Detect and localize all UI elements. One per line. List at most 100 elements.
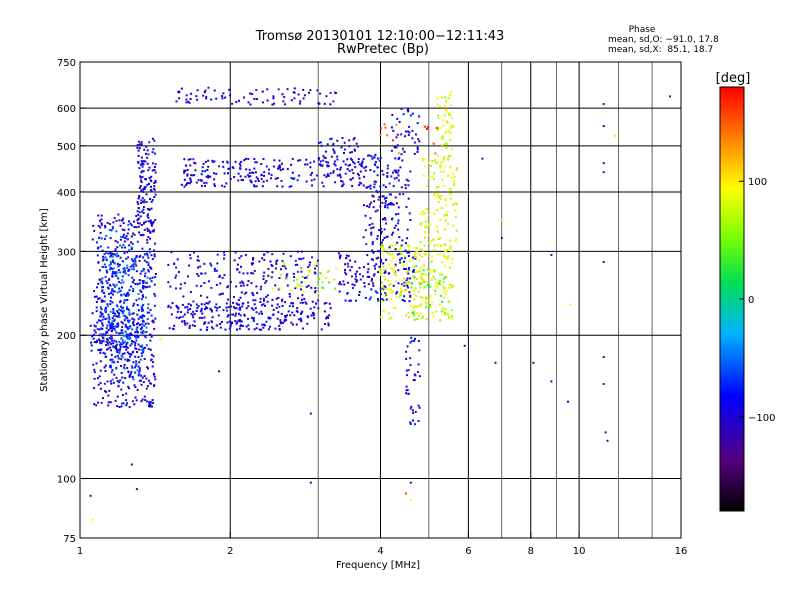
data-point [134, 386, 137, 389]
data-point [259, 288, 262, 291]
data-point [293, 97, 296, 100]
data-point [112, 360, 115, 363]
data-point [373, 156, 376, 159]
data-point [446, 256, 449, 259]
data-point [393, 268, 395, 271]
data-point [153, 181, 156, 184]
data-point [279, 321, 282, 323]
data-point [405, 392, 408, 395]
data-point [260, 328, 263, 331]
data-point [290, 99, 293, 102]
data-point [100, 342, 103, 345]
data-point [247, 174, 250, 177]
data-point [151, 199, 154, 201]
data-point [432, 142, 435, 145]
data-point [445, 100, 447, 103]
data-point [386, 206, 389, 209]
data-point [196, 98, 199, 101]
data-point [435, 161, 437, 164]
data-point [398, 193, 401, 196]
data-point [114, 399, 117, 402]
data-point [333, 151, 336, 154]
data-point [239, 164, 242, 167]
data-point [260, 178, 263, 180]
data-point [390, 202, 393, 205]
data-point [419, 253, 421, 256]
data-point [170, 313, 173, 316]
data-point [221, 160, 224, 163]
data-point [175, 274, 178, 277]
data-point [150, 223, 153, 226]
data-point [134, 263, 137, 266]
data-point [179, 311, 182, 313]
data-point [408, 248, 410, 251]
data-point [382, 262, 385, 265]
data-point [131, 328, 134, 331]
data-point [230, 321, 233, 324]
data-point [113, 262, 116, 265]
data-point [219, 323, 222, 325]
data-point [329, 138, 332, 141]
data-point [133, 324, 136, 327]
data-point [340, 146, 343, 149]
data-point [104, 256, 107, 259]
data-point [97, 348, 100, 351]
data-point [317, 157, 320, 159]
data-point [264, 281, 267, 284]
data-point [397, 152, 400, 155]
data-point [140, 379, 142, 382]
data-point [407, 270, 410, 273]
data-point [417, 305, 419, 308]
data-point [433, 212, 436, 215]
data-point [345, 273, 348, 276]
data-point [121, 322, 124, 325]
data-point [389, 244, 392, 247]
data-point [440, 206, 443, 209]
data-point [135, 339, 138, 342]
data-point [149, 237, 152, 240]
data-point [362, 184, 365, 187]
data-point [179, 287, 182, 290]
data-point [136, 334, 139, 337]
data-point [141, 398, 144, 401]
data-point [298, 284, 301, 287]
data-point [215, 97, 218, 100]
data-point [263, 253, 266, 256]
data-point [132, 279, 135, 281]
data-point [302, 290, 305, 293]
data-point [118, 332, 121, 335]
data-point [300, 284, 303, 287]
data-point [428, 234, 431, 236]
data-point [429, 171, 432, 174]
data-point [102, 255, 104, 258]
data-point [141, 323, 144, 326]
data-point [149, 403, 152, 406]
data-point [311, 256, 313, 259]
data-point [140, 310, 143, 312]
data-point [114, 285, 117, 288]
data-point [248, 168, 251, 171]
data-point [431, 312, 434, 315]
data-point [111, 330, 113, 333]
data-point [354, 272, 357, 275]
data-point [111, 275, 114, 278]
data-point [428, 270, 431, 273]
data-point [107, 394, 110, 397]
data-point [300, 311, 303, 314]
data-point [383, 228, 386, 231]
data-point [388, 317, 391, 320]
data-point [142, 304, 145, 307]
data-point [150, 267, 153, 270]
data-point [398, 121, 401, 123]
data-point [116, 263, 119, 265]
data-point [128, 326, 130, 329]
data-point [252, 257, 255, 259]
data-point [131, 276, 134, 279]
data-point [209, 175, 212, 178]
data-point [443, 114, 446, 117]
data-point [312, 312, 315, 315]
data-point [135, 360, 138, 363]
data-point [445, 109, 448, 112]
data-point [235, 285, 238, 288]
data-point [415, 133, 417, 136]
